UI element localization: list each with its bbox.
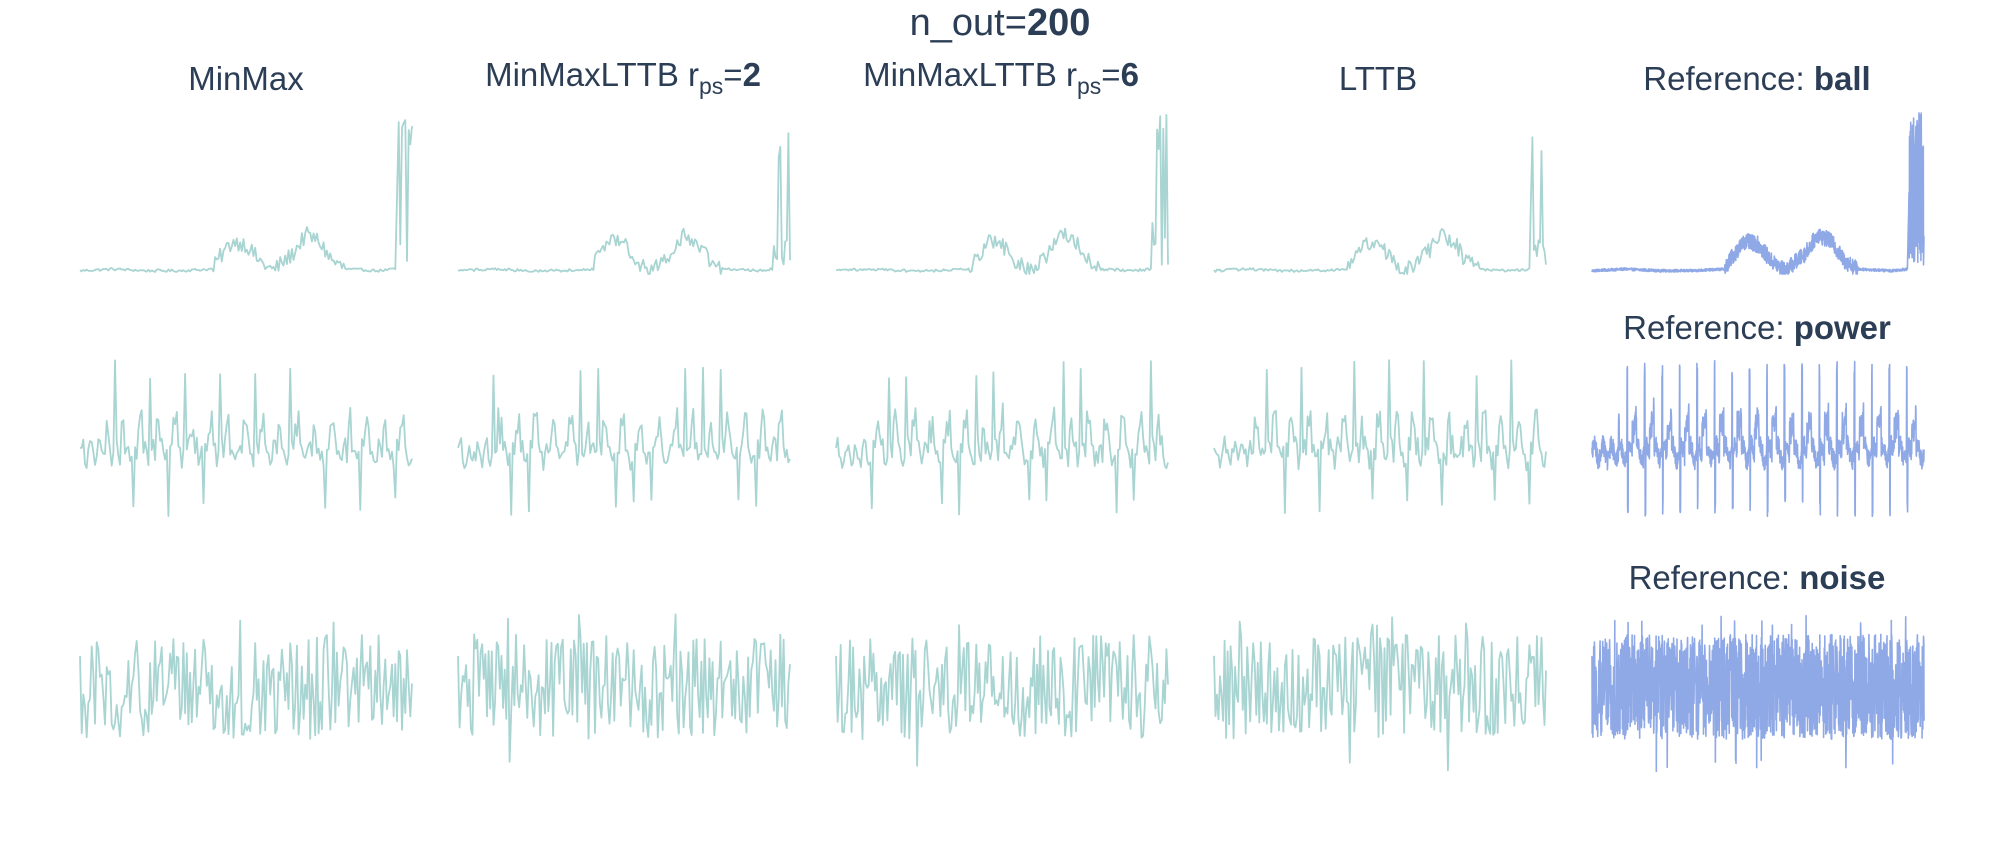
series-line-ball-reference [1591,112,1925,275]
series-line-power-lttb [1213,359,1547,514]
reference-title-name: power [1794,309,1891,346]
series-line-noise-minmax [79,619,413,740]
reference-title-power: Reference: power [1623,309,1891,346]
reference-title-name: noise [1799,559,1885,596]
column-title-minmax: MinMax [188,60,304,97]
reference-title-prefix: Reference: [1629,559,1800,596]
column-title-main: MinMaxLTTB r [863,56,1077,93]
column-title-main: MinMaxLTTB r [485,56,699,93]
series-line-noise-lttb [1213,616,1547,772]
column-title-minmaxlttb-6: MinMaxLTTB rps=6 [863,56,1139,99]
column-title-eq: = [723,56,742,93]
series-line-power-minmaxlttb6 [835,360,1169,516]
column-title-minmaxlttb-2: MinMaxLTTB rps=2 [485,56,761,99]
series-line-ball-minmaxlttb6 [835,114,1169,275]
figure-title: n_out=200 [910,2,1091,44]
series-line-noise-minmaxlttb2 [457,613,791,763]
column-title-subscript: ps [1077,73,1101,99]
series-line-power-minmaxlttb2 [457,366,791,516]
reference-title-prefix: Reference: [1623,309,1794,346]
series-line-noise-reference [1591,614,1925,773]
series-line-noise-minmaxlttb6 [835,624,1169,767]
figure-title-value: 200 [1027,2,1090,44]
panels [79,112,1925,773]
column-title-value: 6 [1121,56,1139,93]
series-line-power-minmax [80,359,413,517]
reference-title-prefix: Reference: [1643,60,1814,97]
series-line-ball-minmax [79,119,413,273]
column-title-value: 2 [743,56,761,93]
column-title-lttb: LTTB [1339,60,1417,97]
column-title-subscript: ps [699,73,723,99]
series-line-ball-lttb [1213,136,1547,275]
series-line-power-reference [1591,359,1925,518]
reference-title-ball: Reference: ball [1643,60,1870,97]
series-line-ball-minmaxlttb2 [457,132,791,275]
figure-title-prefix: n_out= [910,2,1027,44]
column-title-eq: = [1101,56,1120,93]
reference-title-noise: Reference: noise [1629,559,1886,596]
reference-title-name: ball [1814,60,1871,97]
